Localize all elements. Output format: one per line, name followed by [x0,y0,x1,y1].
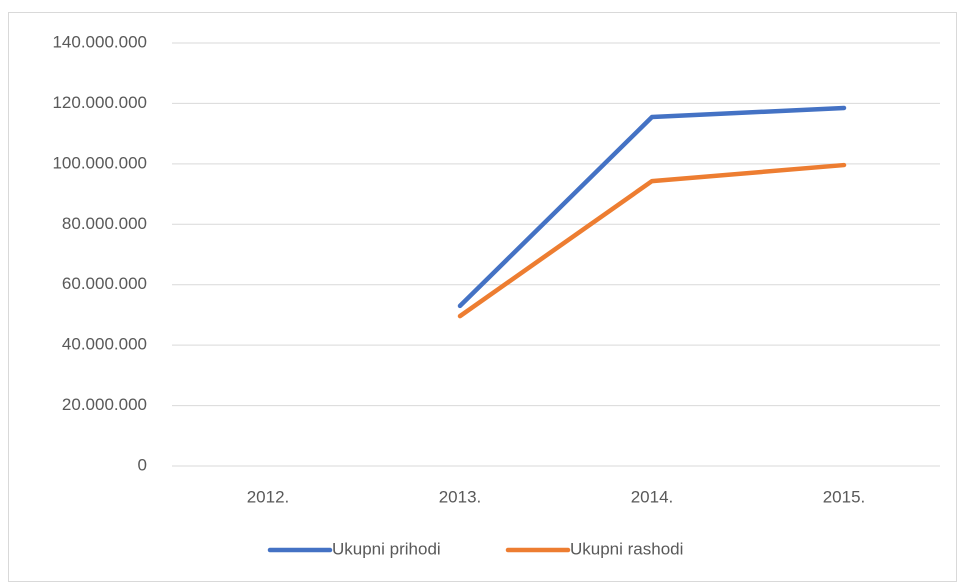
y-tick-label: 140.000.000 [52,32,147,51]
x-tick-label: 2013. [439,487,482,506]
y-tick-label: 0 [138,455,147,474]
x-tick-label: 2012. [247,487,290,506]
y-tick-label: 80.000.000 [62,214,147,233]
chart-border [8,12,957,582]
legend-label: Ukupni rashodi [570,539,683,558]
legend-label: Ukupni prihodi [332,539,441,558]
y-tick-label: 100.000.000 [52,153,147,172]
data-line [457,162,847,319]
data-line [457,105,847,309]
x-tick-label: 2014. [631,487,674,506]
y-tick-label: 40.000.000 [62,335,147,354]
x-tick-label: 2015. [823,487,866,506]
y-tick-label: 20.000.000 [62,395,147,414]
y-tick-label: 60.000.000 [62,274,147,293]
y-tick-label: 120.000.000 [52,93,147,112]
